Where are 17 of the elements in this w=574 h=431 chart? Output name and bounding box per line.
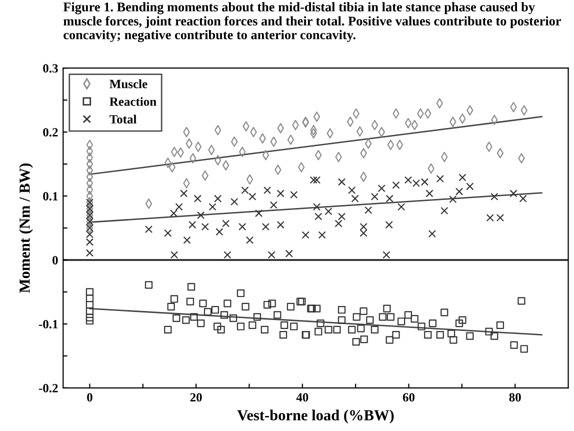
x-tick-label: 0 — [87, 393, 92, 402]
y-tick-label: 0 — [52, 256, 58, 264]
x-tick-label: 20 — [190, 393, 202, 402]
y-tick-label: 0.3 — [43, 64, 58, 73]
y-tick-label: 0.2 — [43, 128, 58, 137]
chart-title: Figure 1. Bending moments about the mid-distal tibia in late stance phase caused by muscle forces, joint reaction forces and their total. Positive values contribute to posterior concavity; negative contribute to anterior concavity. — [63, 2, 562, 42]
y-tick-label: 0.1 — [43, 192, 58, 201]
x-tick-label: 80 — [509, 393, 521, 402]
x-tick-label: 40 — [296, 393, 308, 402]
x-axis-title: Vest-borne load (%BW) — [237, 410, 394, 424]
y-tick-label: -0.2 — [38, 384, 58, 392]
x-tick-label: 60 — [402, 393, 415, 402]
legend-label: Reaction — [110, 97, 156, 106]
y-axis-title: Moment (Nm / BW) — [19, 164, 33, 293]
legend-label: Muscle — [110, 79, 148, 88]
legend-label: Total — [110, 114, 137, 124]
y-tick-label: -0.1 — [38, 320, 58, 328]
